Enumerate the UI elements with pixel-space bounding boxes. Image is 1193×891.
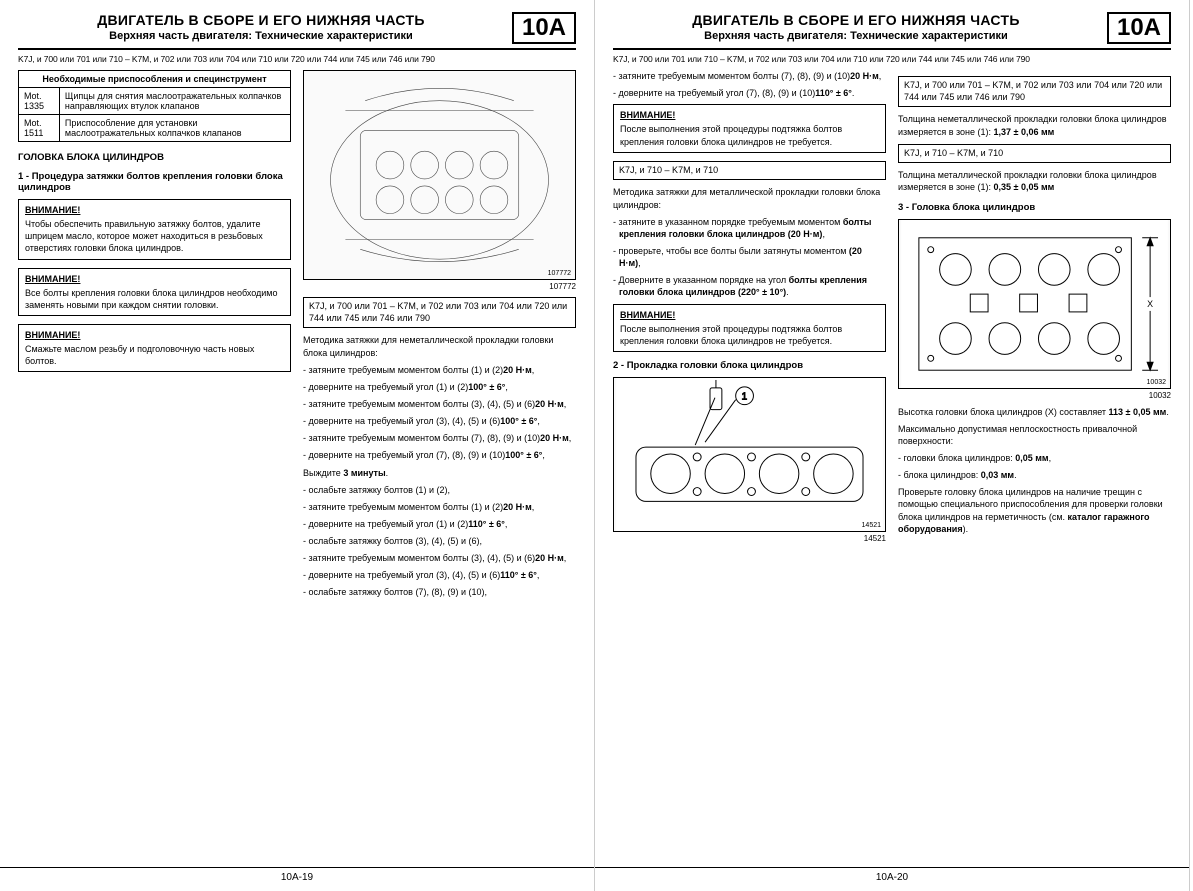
page-left: ДВИГАТЕЛЬ В СБОРЕ И ЕГО НИЖНЯЯ ЧАСТЬ Вер… <box>0 0 595 891</box>
engine-figure: 107772 <box>303 70 576 280</box>
engine-codes-box: K7J, и 710 – K7M, и 710 <box>613 161 886 181</box>
header-subtitle: Верхняя часть двигателя: Технические хар… <box>613 30 1099 42</box>
header-title: ДВИГАТЕЛЬ В СБОРЕ И ЕГО НИЖНЯЯ ЧАСТЬ <box>18 12 504 28</box>
section-number: 10A <box>512 12 576 44</box>
warning-text: Смажьте маслом резьбу и подголовочную ча… <box>25 344 254 366</box>
step: - затяните требуемым моментом болты (7),… <box>303 432 576 444</box>
warning-box: ВНИМАНИЕ! Чтобы обеспечить правильную за… <box>18 199 291 260</box>
tools-table: Необходимые приспособления и специнструм… <box>18 70 291 142</box>
engine-codes: K7J, и 700 или 701 или 710 – K7M, и 702 … <box>18 54 576 64</box>
warning-title: ВНИМАНИЕ! <box>620 309 879 321</box>
procedure-3-heading: 3 - Головка блока цилиндров <box>898 202 1171 213</box>
step: - доверните на требуемый угол (3), (4), … <box>303 569 576 581</box>
figure-id: 10032 <box>1147 379 1166 386</box>
header-title: ДВИГАТЕЛЬ В СБОРЕ И ЕГО НИЖНЯЯ ЧАСТЬ <box>613 12 1099 28</box>
figure-caption: 107772 <box>303 282 576 291</box>
flatness-intro: Максимально допустимая неплоскостность п… <box>898 423 1171 447</box>
warning-title: ВНИМАНИЕ! <box>25 273 284 285</box>
warning-text: Все болты крепления головки блока цилинд… <box>25 288 278 310</box>
tools-header: Необходимые приспособления и специнструм… <box>19 71 291 88</box>
warning-text: После выполнения этой процедуры подтяжка… <box>620 324 842 346</box>
gasket-figure: 1 14521 <box>613 377 886 532</box>
page-header: ДВИГАТЕЛЬ В СБОРЕ И ЕГО НИЖНЯЯ ЧАСТЬ Вер… <box>18 12 576 50</box>
flat-item: - блока цилиндров: 0,03 мм. <box>898 469 1171 481</box>
step: - затяните требуемым моментом болты (3),… <box>303 398 576 410</box>
header-subtitle: Верхняя часть двигателя: Технические хар… <box>18 30 504 42</box>
step: - ослабьте затяжку болтов (1) и (2), <box>303 484 576 496</box>
svg-text:X: X <box>1147 299 1153 309</box>
engine-codes-box: K7J, и 700 или 701 – K7M, и 702 или 703 … <box>898 76 1171 107</box>
tool-code: Mot. 1511 <box>19 115 60 142</box>
height-text: Высотка головки блока цилиндров (X) сост… <box>898 406 1171 418</box>
step: - доверните на требуемый угол (1) и (2)1… <box>303 381 576 393</box>
figure-caption: 14521 <box>613 534 886 543</box>
thickness-text: Толщина неметаллической прокладки головк… <box>898 113 1171 137</box>
warning-text: После выполнения этой процедуры подтяжка… <box>620 124 842 146</box>
col-left: - затяните требуемым моментом болты (7),… <box>613 70 886 549</box>
step: - доверните на требуемый угол (7), (8), … <box>613 87 886 99</box>
step: - доверните на требуемый угол (3), (4), … <box>303 415 576 427</box>
step: - затяните требуемым моментом болты (1) … <box>303 501 576 513</box>
warning-text: Чтобы обеспечить правильную затяжку болт… <box>25 219 263 253</box>
warning-box: ВНИМАНИЕ! После выполнения этой процедур… <box>613 304 886 352</box>
tool-code: Mot. 1335 <box>19 88 60 115</box>
flat-item: - головки блока цилиндров: 0,05 мм, <box>898 452 1171 464</box>
figure-id: 14521 <box>862 522 881 529</box>
step: - проверьте, чтобы все болты были затяну… <box>613 245 886 269</box>
warning-title: ВНИМАНИЕ! <box>620 109 879 121</box>
section-number: 10A <box>1107 12 1171 44</box>
cylinder-head-figure: X 10032 <box>898 219 1171 389</box>
warning-title: ВНИМАНИЕ! <box>25 204 284 216</box>
engine-codes-box: K7J, и 710 – K7M, и 710 <box>898 144 1171 164</box>
step: - затяните в указанном порядке требуемым… <box>613 216 886 240</box>
engine-codes: K7J, и 700 или 701 или 710 – K7M, и 702 … <box>613 54 1171 64</box>
figure-id: 107772 <box>548 270 571 277</box>
step: - затяните требуемым моментом болты (3),… <box>303 552 576 564</box>
step: - ослабьте затяжку болтов (7), (8), (9) … <box>303 586 576 598</box>
col-left: Необходимые приспособления и специнструм… <box>18 70 291 604</box>
cylinder-head-heading: ГОЛОВКА БЛОКА ЦИЛИНДРОВ <box>18 152 291 163</box>
step: - Доверните в указанном порядке на угол … <box>613 274 886 298</box>
page-right: ДВИГАТЕЛЬ В СБОРЕ И ЕГО НИЖНЯЯ ЧАСТЬ Вер… <box>595 0 1190 891</box>
wait-text: Выждите 3 минуты. <box>303 467 576 479</box>
warning-title: ВНИМАНИЕ! <box>25 329 284 341</box>
step: - ослабьте затяжку болтов (3), (4), (5) … <box>303 535 576 547</box>
check-text: Проверьте головку блока цилиндров на нал… <box>898 486 1171 535</box>
footer-page-num: 10A-19 <box>0 867 594 883</box>
footer-page-num: 10A-20 <box>595 867 1189 883</box>
procedure-1-heading: 1 - Процедура затяжки болтов крепления г… <box>18 171 291 193</box>
warning-box: ВНИМАНИЕ! Все болты крепления головки бл… <box>18 268 291 316</box>
engine-codes-box: K7J, и 700 или 701 – K7M, и 702 или 703 … <box>303 297 576 328</box>
procedure-2-heading: 2 - Прокладка головки блока цилиндров <box>613 360 886 371</box>
col-right: K7J, и 700 или 701 – K7M, и 702 или 703 … <box>898 70 1171 549</box>
tool-desc: Приспособление для установки маслоотража… <box>59 115 290 142</box>
warning-box: ВНИМАНИЕ! Смажьте маслом резьбу и подгол… <box>18 324 291 372</box>
warning-box: ВНИМАНИЕ! После выполнения этой процедур… <box>613 104 886 152</box>
method-intro: Методика затяжки для неметаллической про… <box>303 334 576 358</box>
page-header: ДВИГАТЕЛЬ В СБОРЕ И ЕГО НИЖНЯЯ ЧАСТЬ Вер… <box>613 12 1171 50</box>
tool-desc: Щипцы для снятия маслоотражательных колп… <box>59 88 290 115</box>
figure-caption: 10032 <box>898 391 1171 400</box>
metal-method-intro: Методика затяжки для металлической прокл… <box>613 186 886 210</box>
svg-text:1: 1 <box>742 392 747 403</box>
step: - затяните требуемым моментом болты (1) … <box>303 364 576 376</box>
thickness-text: Толщина металлической прокладки головки … <box>898 169 1171 193</box>
step: - доверните на требуемый угол (1) и (2)1… <box>303 518 576 530</box>
col-right: 107772 107772 K7J, и 700 или 701 – K7M, … <box>303 70 576 604</box>
step: - затяните требуемым моментом болты (7),… <box>613 70 886 82</box>
step: - доверните на требуемый угол (7), (8), … <box>303 449 576 461</box>
